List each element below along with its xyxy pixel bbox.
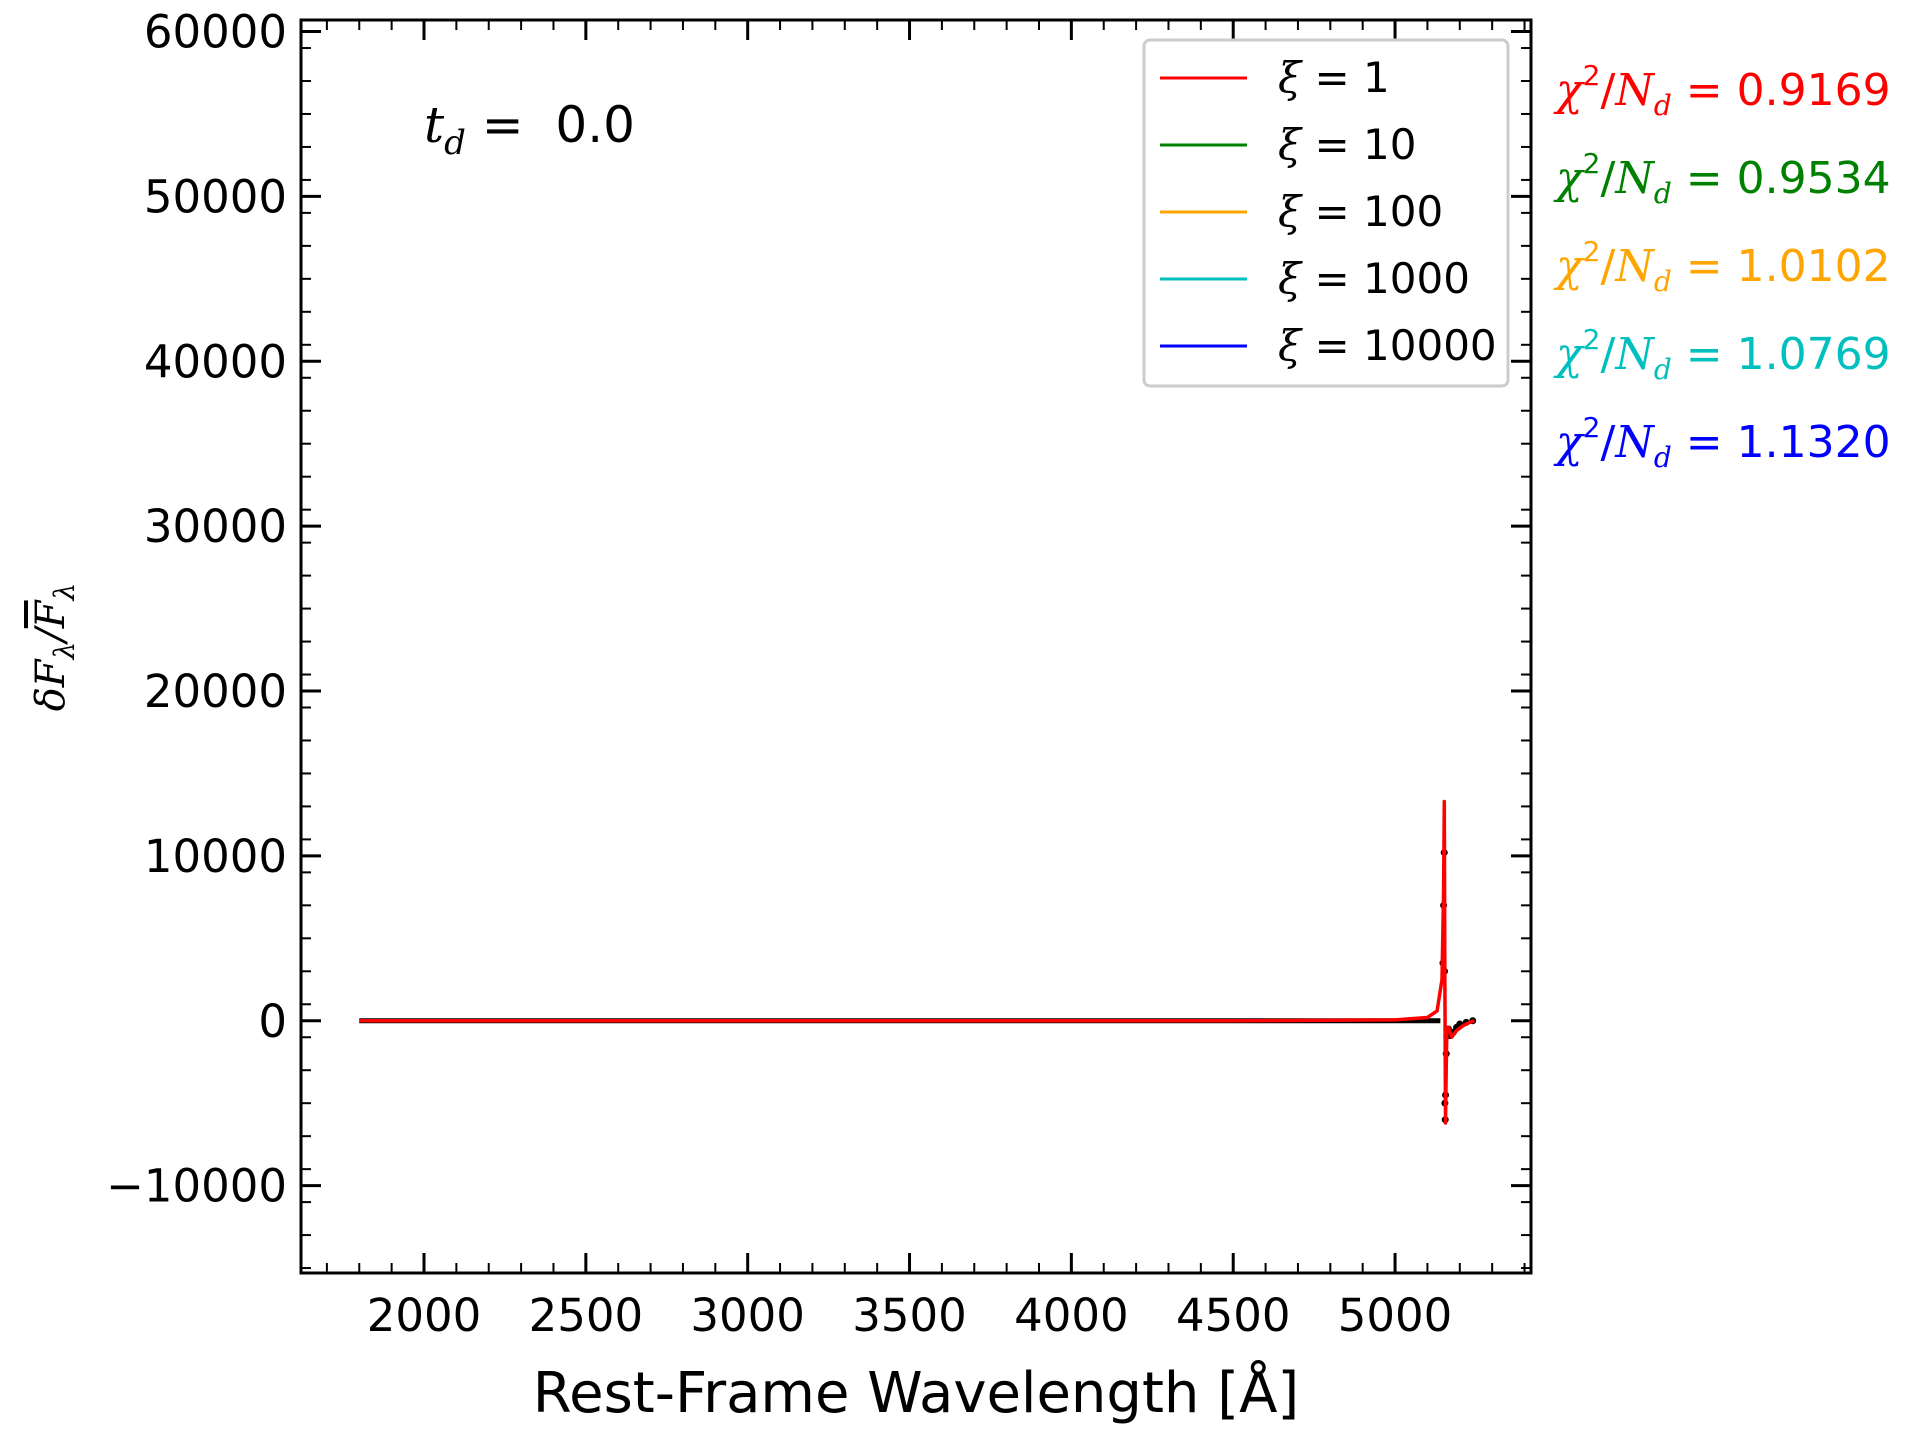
chi-square-part: / [1601,329,1616,380]
y-axis-label-sub2: λ [48,583,81,602]
time-annotation-symbol: t [424,96,445,154]
legend-box [1142,38,1510,388]
chi-square-part: d [1654,441,1672,474]
legend-entry: ξ = 1000 [1278,254,1470,303]
legend-label: = 10000 [1301,321,1497,370]
chi-square-part: N [1614,153,1655,204]
y-tick-label: 0 [258,995,287,1048]
legend-label: = 1 [1301,53,1390,102]
chi-square-part: N [1614,65,1655,116]
legend-symbol: ξ [1278,187,1303,236]
legend-symbol: ξ [1278,120,1303,169]
y-axis-label-bar: F [28,599,74,629]
chi-square-part: = 0.9534 [1672,153,1891,204]
chi-square-part: χ [1553,417,1585,468]
y-axis-label-slash: / [28,625,74,646]
series-line [359,799,1475,1125]
time-annotation-value: = 0.0 [466,96,635,154]
chi-square-part: χ [1553,241,1585,292]
legend-symbol: ξ [1278,53,1303,102]
y-tick-label: 50000 [144,170,287,223]
chi-square-value: χ2/Nd = 0.9169 [1553,59,1891,122]
legend-label: = 10 [1301,120,1416,169]
x-tick-label: 5000 [1338,1289,1453,1342]
chi-square-part: d [1654,89,1672,122]
y-tick-label: 40000 [144,335,287,388]
chi-square-value: χ2/Nd = 0.9534 [1553,147,1891,210]
legend-entry: ξ = 100 [1278,187,1443,236]
legend-symbol: ξ [1278,321,1303,370]
chi-square-part: χ [1553,329,1585,380]
legend-entry: ξ = 10000 [1278,321,1497,370]
chi-square-part: N [1614,329,1655,380]
chi-square-part: 2 [1583,411,1601,444]
plot-data [359,799,1477,1125]
chi-square-part: χ [1553,65,1585,116]
x-axis-label: Rest-Frame Wavelength [Å] [533,1360,1299,1426]
y-axis-label-sub1: λ [48,642,81,661]
legend-entry: ξ = 10 [1278,120,1416,169]
y-axis-label: δFλ/Fλ [28,583,81,712]
legend-label: = 1000 [1301,254,1470,303]
chi-square-part: 2 [1583,147,1601,180]
chi-square-part: N [1614,241,1655,292]
svg-text:δFλ/Fλ: δFλ/Fλ [28,583,81,712]
chi-square-value: χ2/Nd = 1.0102 [1553,235,1891,298]
time-annotation-sub: d [444,123,466,163]
chi-square-part: d [1654,177,1672,210]
chi-square-part: = 1.1320 [1672,417,1891,468]
chi-square-part: / [1601,153,1616,204]
chi-square-part: N [1614,417,1655,468]
x-tick-label: 4500 [1176,1289,1291,1342]
x-tick-label: 2500 [529,1289,644,1342]
chi-square-part: / [1601,417,1616,468]
y-tick-label: 60000 [144,6,287,59]
y-tick-label: 10000 [144,830,287,883]
y-axis-label-main: δF [28,658,74,711]
y-tick-label: 30000 [144,500,287,553]
chi-square-part: = 1.0769 [1672,329,1891,380]
y-tick-label: 20000 [144,665,287,718]
plot-frame [299,18,1533,1275]
chi-square-part: / [1601,241,1616,292]
x-tick-label: 2000 [367,1289,482,1342]
legend-symbol: ξ [1278,254,1303,303]
chi-square-value: χ2/Nd = 1.1320 [1553,411,1891,474]
chi-square-part: = 1.0102 [1672,241,1891,292]
x-tick-label: 4000 [1014,1289,1129,1342]
chi-square-part: = 0.9169 [1672,65,1891,116]
x-tick-label: 3500 [852,1289,967,1342]
legend-entry: ξ = 1 [1278,53,1390,102]
axis-ticks: 2000 2500 3000 3500 4000 4500 5000 −10000 0 10000… [106,6,1531,1342]
legend-label: = 100 [1301,187,1443,236]
chi-square-part: / [1601,65,1616,116]
y-tick-label: −10000 [106,1160,287,1213]
chi-square-part: χ [1553,153,1585,204]
chi-square-part: d [1654,265,1672,298]
chi-square-part: d [1654,353,1672,386]
x-tick-label: 3000 [690,1289,805,1342]
chi-square-value: χ2/Nd = 1.0769 [1553,323,1891,386]
chi-square-part: 2 [1583,235,1601,268]
time-annotation: td = 0.0 [424,96,635,163]
chi-square-part: 2 [1583,323,1601,356]
chi-square-part: 2 [1583,59,1601,92]
